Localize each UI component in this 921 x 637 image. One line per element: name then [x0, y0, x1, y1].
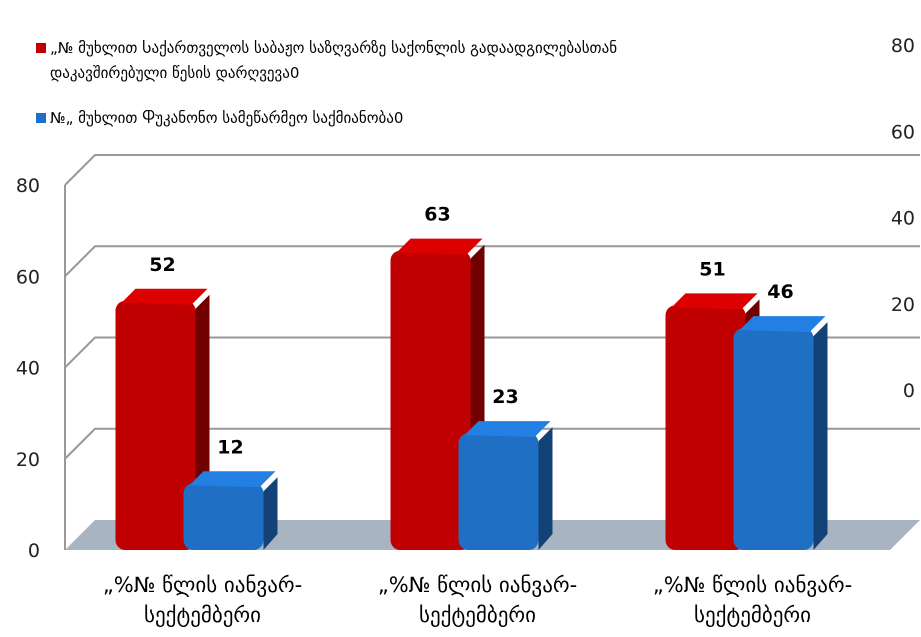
x-tick-label: „%№ წლის იანვარ-სექტემბერი: [652, 573, 853, 627]
y2-tick-label: 0: [903, 380, 915, 402]
y2-tick-label: 80: [891, 35, 915, 57]
bar-top: [464, 421, 551, 438]
bar-top: [671, 293, 758, 310]
x-tick-label: „%№ წლის იანვარ-სექტემბერი: [102, 573, 303, 627]
value-label: 23: [492, 386, 518, 408]
legend-swatch: [36, 43, 46, 53]
y2-tick-label: 40: [891, 208, 915, 230]
bar: [115, 300, 196, 550]
grid-line: [64, 245, 920, 277]
value-label: 12: [217, 436, 243, 458]
bar-top: [189, 471, 276, 488]
y-tick-label: 40: [16, 358, 40, 380]
bar-side: [813, 322, 828, 550]
y2-tick-label: 60: [891, 121, 915, 143]
legend-swatch: [36, 113, 46, 123]
grid-line: [64, 154, 920, 186]
x-tick-label: „%№ წლის იანვარ-სექტემბერი: [377, 573, 578, 627]
bar: [183, 483, 264, 550]
value-label: 52: [149, 254, 175, 276]
bar-top: [739, 316, 826, 333]
value-label: 63: [424, 204, 450, 226]
bar-side: [538, 427, 553, 550]
y-tick-label: 0: [28, 540, 40, 562]
grid-line: [64, 427, 920, 460]
bar-top: [121, 288, 208, 305]
value-label: 46: [767, 281, 793, 303]
bar: [665, 305, 746, 550]
grid-line: [64, 336, 920, 369]
bar: [458, 433, 539, 550]
legend-label: №„ მუხლით Ⴔუკანონო სამეწარმეო საქმიანობა…: [50, 109, 404, 127]
bar-side: [263, 477, 278, 550]
y-tick-label: 80: [16, 175, 40, 197]
legend-label: „№ მუხლით Ⴑაქართველოს საბაჟო საზღვარზე ს…: [50, 39, 618, 82]
y2-tick-label: 20: [891, 294, 915, 316]
value-label: 51: [699, 258, 725, 280]
y-tick-label: 60: [16, 266, 40, 288]
bar: [390, 250, 471, 550]
y-tick-label: 20: [16, 449, 40, 471]
bar: [733, 328, 814, 550]
bar-top: [396, 238, 483, 255]
